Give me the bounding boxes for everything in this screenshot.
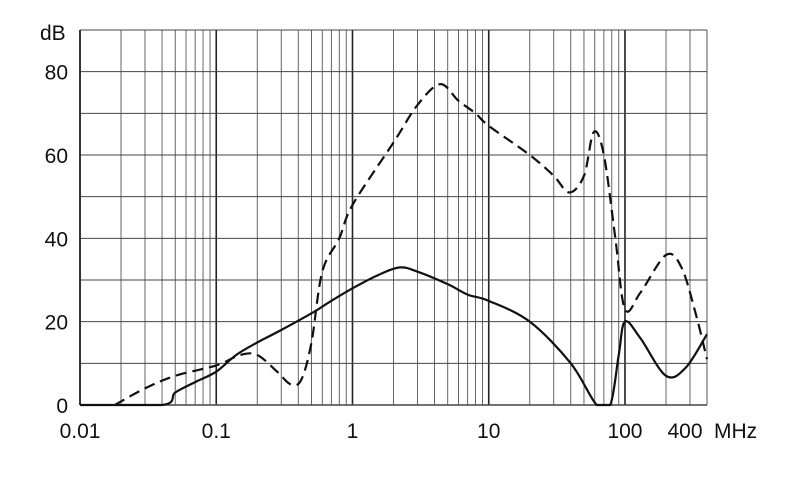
y-tick-label: 60 — [45, 145, 68, 168]
x-tick-label: 0.01 — [60, 420, 101, 443]
x-tick-label: 400 — [667, 420, 702, 443]
series-line-solid — [80, 266, 708, 407]
y-tick-label: 80 — [45, 62, 68, 85]
x-axis-label: MHz — [714, 420, 757, 443]
y-axis-label: dB — [40, 22, 66, 45]
tick-labels: 0.01 0.1 1 10 100 400 0 20 40 60 80 — [45, 62, 703, 443]
series-line-dashed — [114, 83, 709, 406]
grid — [79, 29, 708, 406]
y-tick-label: 20 — [45, 312, 68, 335]
series-group — [80, 83, 709, 407]
y-tick-label: 0 — [56, 395, 68, 418]
x-tick-label: 1 — [347, 420, 359, 443]
x-tick-label: 100 — [607, 420, 642, 443]
x-tick-label: 0.1 — [202, 420, 231, 443]
x-tick-label: 10 — [477, 420, 500, 443]
y-tick-label: 40 — [45, 228, 68, 251]
